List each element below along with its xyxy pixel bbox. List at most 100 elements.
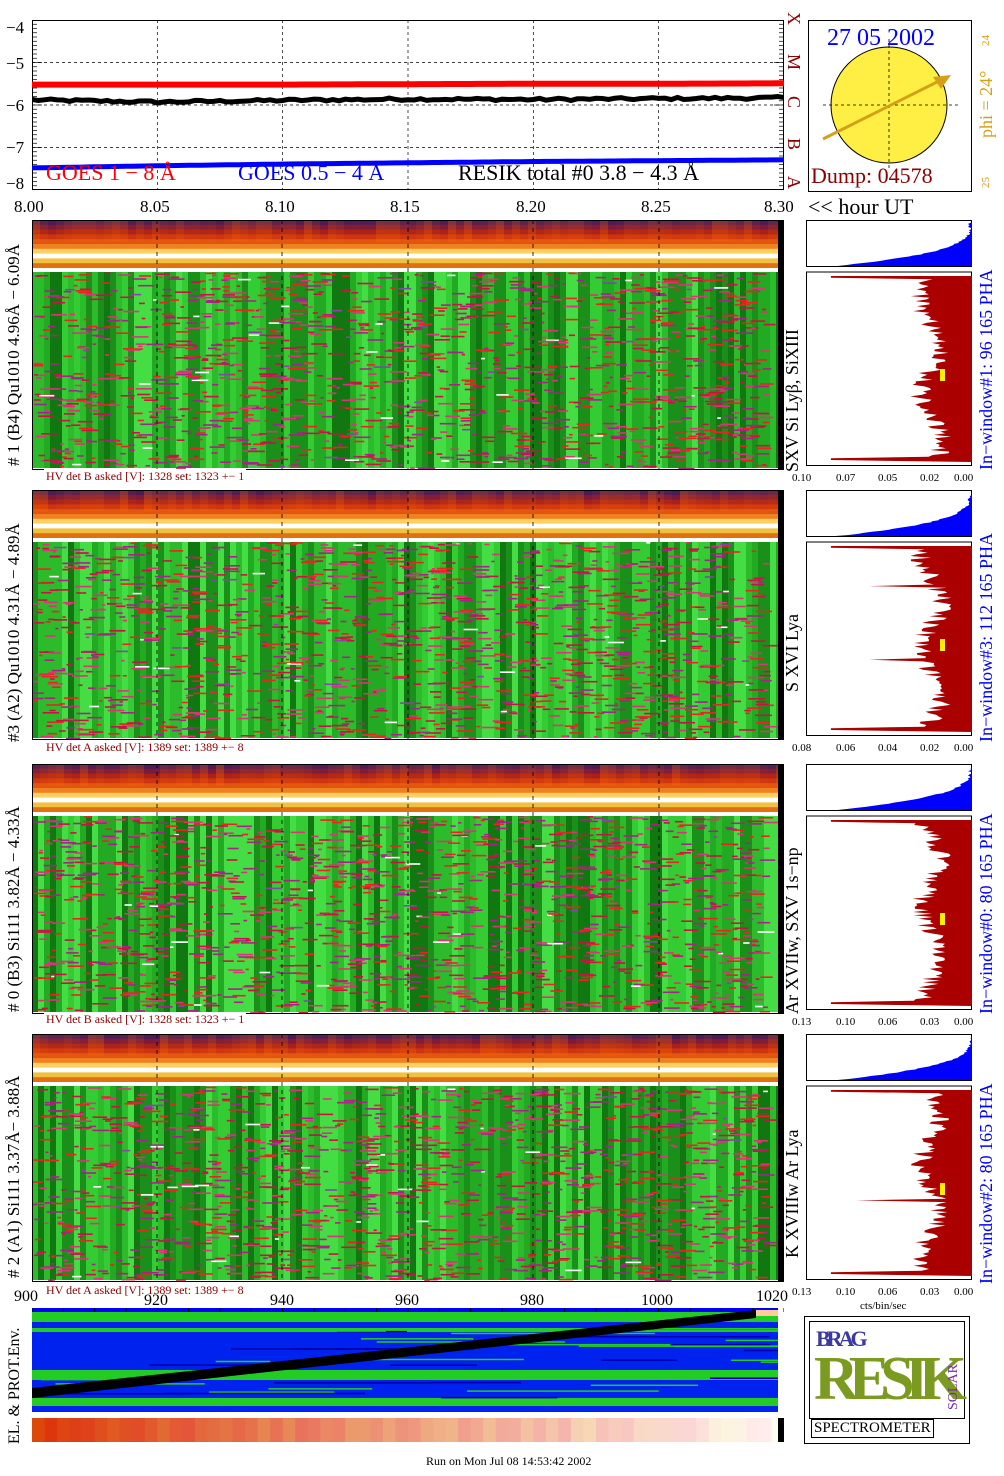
heat-band	[32, 234, 778, 240]
heat-band	[32, 1048, 778, 1054]
heat-band	[32, 528, 778, 534]
pha-tick: 0.10	[836, 1016, 856, 1028]
heat-band	[32, 509, 778, 515]
hv-status: HV det A asked [V]: 1389 set: 1389 +− 8	[44, 740, 246, 755]
x-tick: 8.10	[265, 197, 295, 216]
class-letter: A	[784, 176, 804, 189]
x-axis-unit: << hour UT	[808, 194, 914, 219]
heat-band	[32, 1062, 778, 1069]
heat-band	[32, 220, 778, 226]
heat-band	[32, 494, 778, 501]
color-strip-cell	[144, 1418, 159, 1442]
color-strip-cell	[57, 1418, 71, 1442]
heat-band	[32, 253, 778, 259]
color-strip-cell	[658, 1418, 673, 1442]
class-letter: C	[784, 96, 804, 109]
env-band	[32, 1312, 784, 1322]
color-strip-cell	[433, 1418, 447, 1442]
color-strip-cell	[683, 1418, 698, 1442]
color-strip-cell	[533, 1418, 547, 1442]
color-strip-cell	[182, 1418, 196, 1442]
color-strip-cell	[119, 1418, 134, 1442]
det3-spectrogram	[32, 490, 784, 740]
x-tick: 980	[520, 1292, 544, 1309]
heat-band	[32, 1043, 778, 1049]
color-strip-cell	[608, 1418, 622, 1442]
logo-word: SPECTROMETER	[811, 1419, 934, 1438]
pha-tick: 0.05	[878, 472, 898, 484]
color-strip-cell	[395, 1418, 409, 1442]
heat-band	[32, 783, 778, 789]
color-strip-cell	[733, 1418, 748, 1442]
heat-band	[32, 514, 778, 520]
det0-pha-histogram	[806, 764, 972, 1010]
pha-tick: 0.06	[878, 1016, 898, 1028]
hv-status: HV det B asked [V]: 1328 set: 1323 +− 1	[44, 1012, 247, 1027]
color-strip-cell	[483, 1418, 497, 1442]
pha-tick: 0.02	[920, 472, 940, 484]
color-strip-cell	[132, 1418, 146, 1442]
hv-status: HV det A asked [V]: 1389 set: 1389 +− 8	[44, 1283, 246, 1298]
heat-band	[32, 797, 778, 803]
color-strip-cell	[295, 1418, 309, 1442]
color-strip-cell	[44, 1418, 58, 1442]
env-band	[32, 1398, 784, 1406]
heat-band	[32, 764, 778, 770]
color-strip-cell	[570, 1418, 585, 1442]
heat-band	[32, 778, 778, 784]
color-strip-cell	[508, 1418, 522, 1442]
heat-band	[32, 1034, 778, 1040]
pha-tick: 0.13	[792, 1016, 812, 1028]
heat-band	[32, 802, 778, 808]
pha-small-area	[837, 1036, 972, 1080]
series-line-0	[32, 80, 784, 88]
x-tick: 900	[14, 1288, 38, 1305]
heat-band	[32, 1038, 778, 1045]
heat-band	[32, 224, 778, 231]
color-strip-cell	[445, 1418, 460, 1442]
color-strip-cell	[32, 1418, 46, 1442]
pha-tick: 0.00	[954, 1286, 974, 1298]
pha-tick: 0.06	[878, 1286, 898, 1298]
heat-band	[32, 239, 778, 245]
color-strip-cell	[370, 1418, 384, 1442]
color-strip-cell	[245, 1418, 259, 1442]
pha-ticks-det3: 0.08 0.06 0.04 0.02 0.00	[788, 742, 974, 756]
legend-resik: RESIK total #0 3.8 − 4.3 Å	[458, 160, 699, 185]
spectral-line-label: Ar XVIIw, SXV 1s−np	[782, 847, 802, 1014]
detector-label: # 2 (A1) Si111 3.37Å− 3.88Å	[4, 1075, 23, 1278]
x-tick: 1000	[641, 1292, 673, 1309]
env-monitor-plot	[32, 1308, 784, 1412]
heat-band	[32, 248, 778, 255]
detector-label: #3 (A2) Qu1010 4.31Å − 4.89Å	[4, 523, 23, 742]
detector-label: # 0 (B3) Si111 3.82Å − 4.33Å	[4, 806, 23, 1012]
heat-band	[32, 244, 778, 250]
pha-tick: 0.04	[878, 742, 898, 754]
pha-window-marker	[940, 913, 945, 925]
y-tick: −7	[6, 138, 25, 157]
orientation-arrow-icon	[822, 75, 948, 141]
color-strip-cell	[633, 1418, 648, 1442]
goes-lightcurve-panel	[31, 19, 785, 191]
color-strip-cell	[232, 1418, 246, 1442]
color-strip-cell	[520, 1418, 535, 1442]
color-strip-cell	[708, 1418, 723, 1442]
spectral-line-label: SXV Si Lyβ, SiXIII	[782, 329, 802, 472]
pha-tick: 0.00	[954, 472, 974, 484]
x-tick: 8.30	[764, 197, 794, 216]
color-strip-cell	[558, 1418, 572, 1442]
x-tick: 920	[144, 1292, 168, 1309]
hv-status: HV det B asked [V]: 1328 set: 1323 +− 1	[44, 469, 247, 484]
color-strip-cell	[94, 1418, 109, 1442]
pha-tick: 0.00	[954, 742, 974, 754]
pha-window-label: In−window#1: 96 165 PHA	[976, 269, 996, 470]
pha-window-label: In−window#0: 80 165 PHA	[976, 813, 996, 1014]
pha-tick: 0.00	[954, 1016, 974, 1028]
pha-window-marker	[940, 369, 945, 381]
color-strip-cell	[345, 1418, 359, 1442]
color-strip-cell	[671, 1418, 685, 1442]
heat-band	[32, 258, 778, 264]
det1-pha-histogram	[806, 220, 972, 466]
y-tick: −5	[6, 54, 25, 73]
color-strip-cell	[583, 1418, 597, 1442]
